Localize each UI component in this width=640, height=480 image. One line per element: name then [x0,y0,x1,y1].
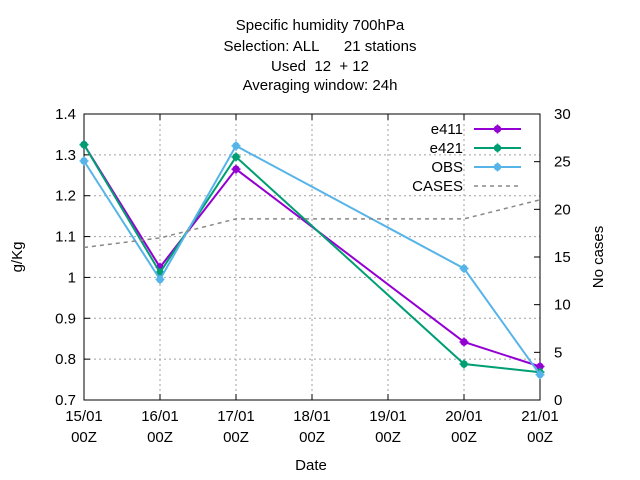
plot-border [83,113,541,401]
legend-entry-e421: e421 [430,140,521,157]
y-tick-label: 1.3 [55,147,76,164]
legend-label: OBS [431,159,463,176]
tick-labels: 0.7 0.8 0.9 1 1.1 1.2 1.3 1.4 0 5 10 15 20 25 30 15/01 0… [55,106,571,446]
data-point-e421 [231,152,241,162]
data-point-obs [231,141,241,151]
y-tick-label: 1.1 [55,229,76,246]
legend-entry-e411: e411 [431,121,521,138]
x-tick-label: 15/01 00Z [65,408,103,446]
chart-title-line-2: Selection: ALL 21 stations [223,38,417,55]
x-tick-label: 16/01 00Z [141,408,179,446]
legend-marker [493,162,502,172]
chart-title-line-3: Used 12 + 12 [271,58,369,75]
y2-tick-label: 5 [554,344,562,361]
x-tick-label: 21/01 00Z [521,408,559,446]
series-cases [83,199,541,249]
series-obs [79,141,545,380]
y2-tick-label: 30 [554,106,571,123]
y-tick-label: 1 [68,269,76,286]
x-tick-label: 19/01 00Z [369,408,407,446]
legend: e411 e421 OBS CASES [412,121,521,195]
data-point-e421 [459,359,469,369]
y2-tick-label: 20 [554,201,571,218]
y2-tick-label: 25 [554,154,571,171]
x-tick-label: 18/01 00Z [293,408,331,446]
y-tick-label: 0.8 [55,351,76,368]
legend-label: e411 [431,121,463,138]
legend-label: e421 [430,140,463,157]
legend-entry-obs: OBS [431,159,521,176]
legend-label: CASES [412,178,463,195]
series-line-e421 [83,144,541,374]
legend-marker [493,143,502,153]
y-tick-label: 1.4 [55,106,76,123]
legend-marker [493,124,502,134]
y2-tick-label: 15 [554,249,571,266]
data-point-obs [79,156,89,166]
data-point-obs [459,263,469,273]
chart-title-line-4: Averaging window: 24h [242,77,398,94]
data-point-e421 [79,140,89,150]
series-layer [79,140,545,380]
data-point-obs [535,370,545,380]
y2-tick-label: 0 [554,392,562,409]
data-point-e411 [231,164,241,174]
data-point-obs [155,274,165,284]
x-tick-label: 20/01 00Z [445,408,483,446]
y-tick-label: 0.7 [55,392,76,409]
x-tick-label: 17/01 00Z [217,408,255,446]
x-axis-label: Date [295,457,327,474]
data-point-e411 [459,337,469,347]
series-line-cases [83,199,541,249]
chart-title-line-1: Specific humidity 700hPa [235,17,405,34]
y-axis-label: g/Kg [9,242,26,273]
y2-tick-label: 10 [554,297,571,314]
y-tick-label: 0.9 [55,310,76,327]
legend-entry-cases: CASES [412,178,521,195]
y-tick-label: 1.2 [55,188,76,205]
axes [83,113,541,401]
grid-lines [84,114,540,400]
y2-axis-label: No cases [590,226,607,289]
